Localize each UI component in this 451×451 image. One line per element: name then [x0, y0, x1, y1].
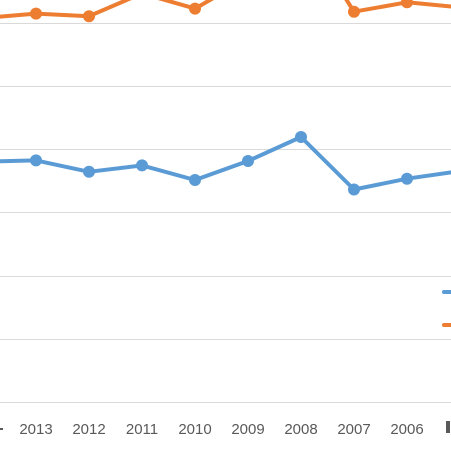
x-tick-label: 2012	[72, 421, 105, 438]
data-point-series-1	[242, 155, 254, 167]
data-point-series-0	[189, 2, 201, 15]
data-point-series-1	[295, 131, 307, 143]
x-tick-label: 2013	[19, 421, 52, 438]
data-point-series-1	[83, 165, 95, 178]
x-tick-label: 2006	[390, 421, 423, 438]
x-tick-label: 2009	[231, 421, 264, 438]
data-point-series-1	[30, 154, 42, 167]
x-tick-label: 2008	[284, 421, 317, 438]
data-point-series-0	[401, 0, 413, 9]
gridlines	[0, 23, 451, 403]
series-line-0	[0, 0, 451, 19]
x-tick-label: 2007	[337, 421, 370, 438]
series-group	[0, 0, 451, 196]
data-point-series-1	[401, 172, 413, 185]
x-axis: 2013 2012 2011 2010 2009 2008 2007 2006	[0, 421, 450, 438]
data-point-series-1	[136, 159, 148, 172]
data-point-series-1	[189, 174, 201, 186]
data-point-series-1	[348, 183, 360, 196]
x-tick-label-clipped-left	[0, 428, 3, 430]
data-point-series-0	[348, 5, 360, 18]
x-tick-label-clipped-right	[446, 421, 450, 433]
x-tick-label: 2010	[178, 421, 211, 438]
series-line-1	[0, 135, 451, 192]
data-point-series-0	[83, 10, 95, 23]
data-point-series-0	[30, 7, 42, 20]
x-tick-label: 2011	[126, 421, 158, 438]
legend	[442, 290, 451, 327]
